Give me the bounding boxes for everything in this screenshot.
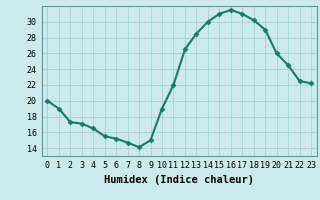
X-axis label: Humidex (Indice chaleur): Humidex (Indice chaleur) (104, 175, 254, 185)
